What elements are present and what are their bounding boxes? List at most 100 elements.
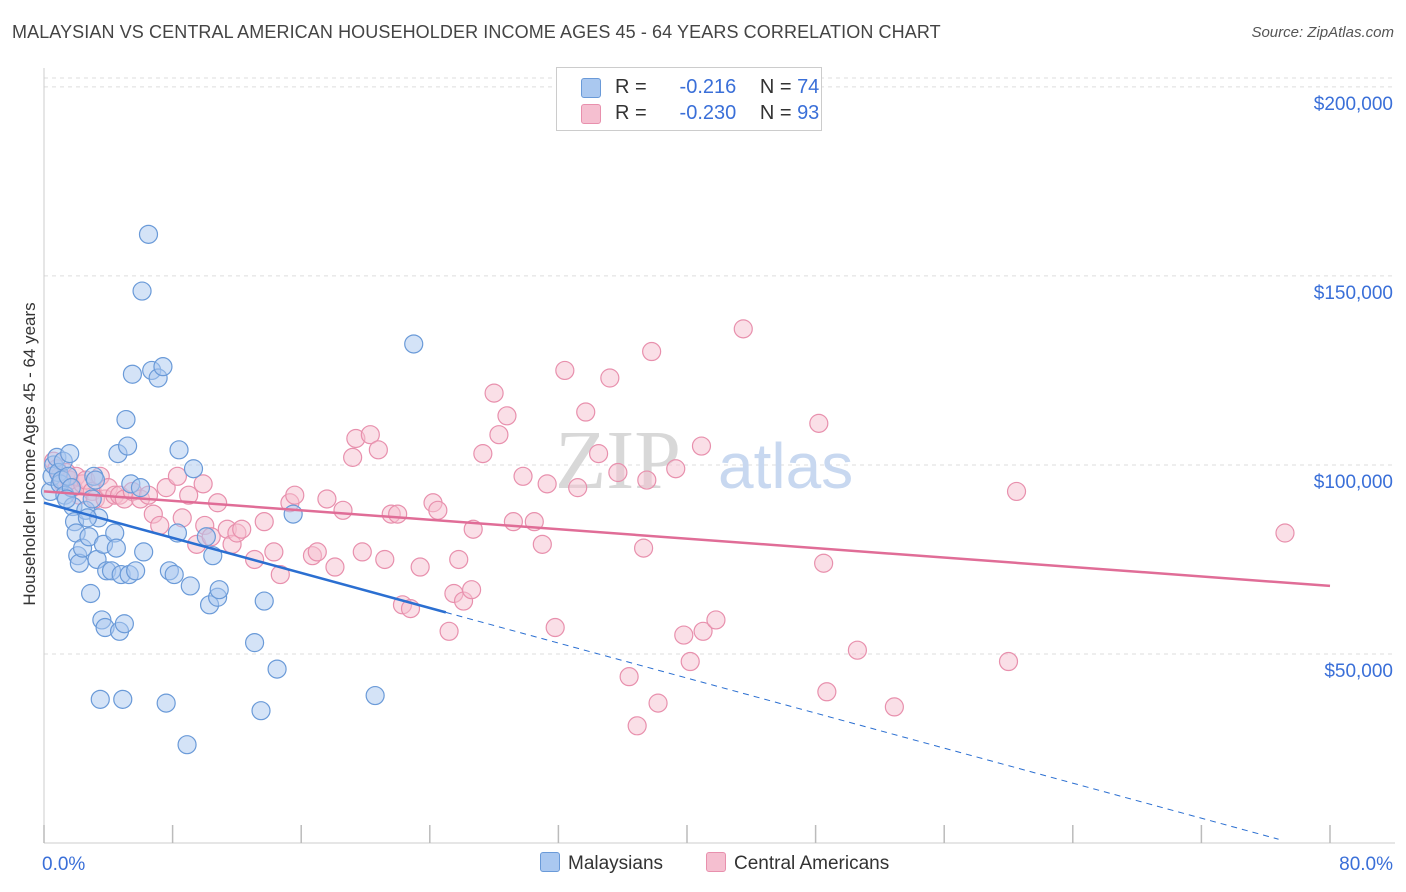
malaysian-point: [169, 440, 189, 460]
r-value-central-americans: -0.230: [679, 102, 737, 124]
central-american-point: [733, 319, 753, 339]
central-american-point: [691, 436, 712, 456]
correlation-legend: R = -0.216 N = 74 R = -0.230 N = 93: [556, 67, 822, 131]
central-american-point: [179, 485, 199, 505]
bottom-legend-malaysians[interactable]: Malaysians: [540, 852, 663, 875]
central-american-point: [193, 474, 213, 494]
source-label: Source: ZipAtlas.com: [1251, 24, 1394, 41]
watermark: ZIP atlas: [555, 414, 853, 507]
malaysian-point: [82, 489, 102, 509]
central-american-point: [410, 557, 430, 577]
malaysian-point: [251, 701, 271, 721]
central-american-point: [489, 425, 509, 445]
central-american-point: [285, 485, 305, 505]
x-tick-label-max: 80.0%: [1339, 854, 1393, 875]
central-americans-legend-swatch: [706, 852, 726, 872]
malaysian-point: [138, 224, 159, 244]
r-label: R =: [615, 76, 647, 98]
malaysian-point: [404, 334, 424, 354]
central-american-point: [674, 625, 694, 645]
central-american-point: [680, 651, 700, 672]
r-label: R =: [615, 102, 647, 124]
central-american-point: [461, 580, 482, 600]
central-american-point: [642, 341, 662, 362]
central-american-point: [1275, 523, 1295, 543]
central-american-point: [532, 534, 552, 554]
malaysian-point: [156, 693, 176, 713]
watermark-atlas: atlas: [718, 430, 853, 502]
central-american-point: [167, 466, 188, 486]
y-tick-label: $50,000: [1324, 661, 1393, 682]
malaysian-point: [132, 281, 152, 301]
malaysian-point: [126, 561, 146, 581]
central-american-point: [352, 542, 372, 562]
malaysian-point: [177, 735, 197, 755]
malaysian-point: [106, 538, 126, 558]
malaysian-point: [90, 689, 110, 709]
central-american-point: [307, 542, 327, 562]
central-american-point: [325, 557, 345, 577]
central-american-point: [449, 549, 469, 570]
malaysian-point: [183, 459, 204, 479]
y-axis-label: Householder Income Ages 45 - 64 years: [20, 302, 39, 606]
bottom-legend-central-americans[interactable]: Central Americans: [706, 852, 889, 875]
malaysian-point: [134, 542, 154, 562]
central-american-point: [439, 621, 459, 641]
malaysian-point: [267, 659, 287, 679]
malaysians-legend-label: Malaysians: [568, 853, 664, 874]
central-american-point: [998, 651, 1019, 672]
central-american-point: [637, 470, 657, 490]
central-american-point: [633, 538, 654, 558]
central-american-point: [232, 519, 252, 539]
central-american-point: [576, 402, 596, 422]
central-american-point: [627, 716, 647, 736]
y-tick-label: $100,000: [1314, 472, 1393, 493]
n-label: N =: [759, 102, 792, 124]
malaysian-point: [196, 527, 216, 547]
central-american-point: [270, 564, 290, 585]
central-american-point: [809, 413, 829, 433]
malaysians-trend-extension: [445, 611, 1279, 840]
central-americans-legend-label: Central Americans: [734, 853, 890, 874]
central-american-point: [666, 459, 686, 479]
central-american-point: [463, 519, 483, 539]
central-american-point: [264, 542, 284, 562]
central-american-point: [588, 444, 609, 464]
x-tick-label-min: 0.0%: [42, 854, 85, 875]
central-american-point: [847, 640, 867, 660]
central-american-point: [497, 406, 517, 426]
central-americans-points: [44, 319, 1295, 736]
central-american-point: [513, 466, 533, 486]
central-american-point: [343, 447, 363, 467]
central-americans-swatch: [581, 104, 601, 124]
central-american-point: [600, 368, 620, 388]
r-value-malaysians: -0.216: [679, 76, 737, 98]
central-american-point: [503, 512, 523, 532]
central-american-point: [333, 500, 353, 520]
grid-lines: [44, 77, 1395, 655]
central-american-point: [608, 462, 628, 483]
malaysians-swatch: [581, 78, 601, 98]
central-american-point: [555, 360, 575, 381]
central-american-point: [317, 489, 337, 509]
y-tick-label: $200,000: [1314, 94, 1393, 115]
legend-text-malaysians: R = -0.216 N = 74: [615, 76, 819, 99]
chart-title: MALAYSIAN VS CENTRAL AMERICAN HOUSEHOLDE…: [12, 22, 941, 42]
n-value-central-americans: 93: [797, 102, 820, 124]
legend-text-central-americans: R = -0.230 N = 93: [615, 102, 819, 125]
malaysians-trend-line: [43, 501, 447, 614]
central-american-point: [568, 478, 588, 498]
central-american-point: [817, 682, 837, 702]
malaysian-point: [164, 564, 184, 585]
n-value-malaysians: 74: [797, 76, 820, 98]
central-american-point: [648, 693, 668, 713]
malaysian-point: [130, 478, 151, 498]
n-label: N =: [759, 76, 792, 98]
malaysian-point: [283, 504, 303, 524]
malaysian-point: [153, 357, 173, 377]
central-american-point: [375, 549, 395, 570]
axes: [43, 68, 1395, 844]
central-american-point: [706, 610, 726, 630]
central-american-point: [156, 478, 176, 498]
